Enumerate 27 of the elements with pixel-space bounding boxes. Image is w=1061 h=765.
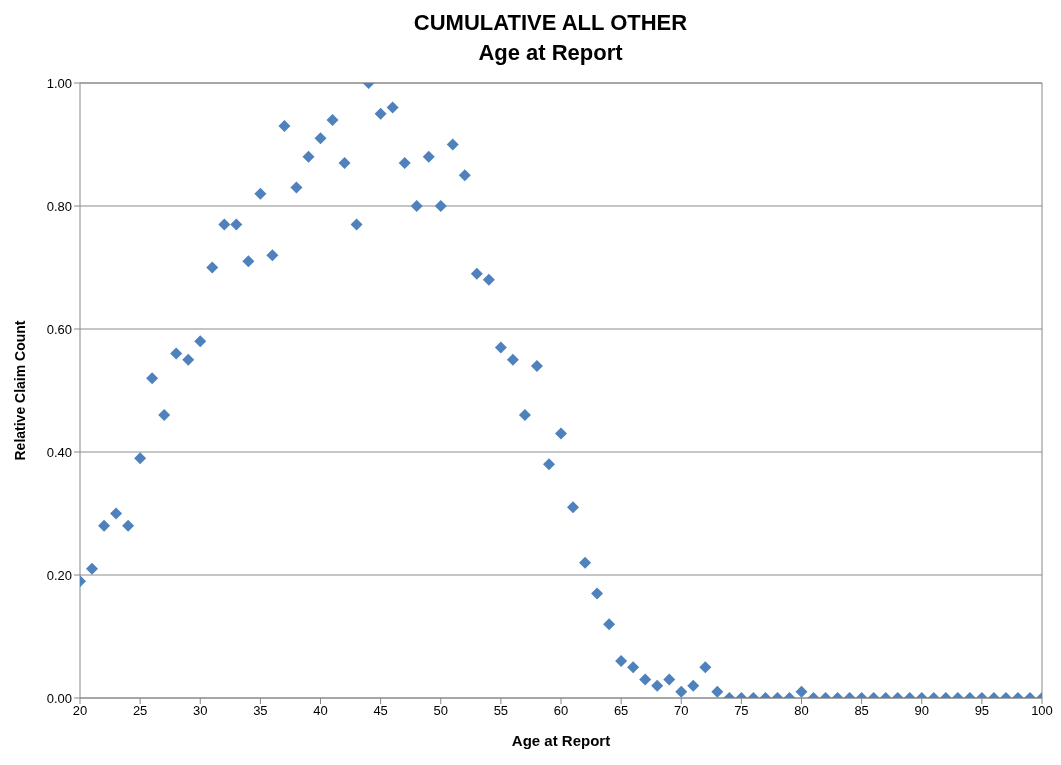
x-tick-label: 50 <box>433 703 448 719</box>
y-tick-label: 0.00 <box>46 690 72 706</box>
y-tick-label: 0.60 <box>46 321 72 337</box>
y-tick-label: 0.40 <box>46 444 72 460</box>
y-tick-label: 0.80 <box>46 198 72 214</box>
x-tick-label: 90 <box>914 703 929 719</box>
x-tick-label: 20 <box>72 703 88 719</box>
x-tick-label: 85 <box>854 703 869 719</box>
chart-title: CUMULATIVE ALL OTHER <box>412 9 689 37</box>
x-tick-label: 55 <box>493 703 509 719</box>
x-tick-label: 95 <box>974 703 990 719</box>
x-tick-label: 80 <box>794 703 809 719</box>
x-tick-label: 45 <box>373 703 388 719</box>
chart-subtitle: Age at Report <box>477 39 624 67</box>
x-tick-label: 65 <box>613 703 629 719</box>
x-tick-label: 60 <box>553 703 569 719</box>
y-tick-label: 1.00 <box>46 75 72 91</box>
x-tick-label: 100 <box>1031 703 1053 719</box>
x-tick-label: 40 <box>313 703 328 719</box>
x-tick-label: 30 <box>193 703 208 719</box>
x-tick-label: 25 <box>132 703 148 719</box>
x-tick-label: 75 <box>734 703 749 719</box>
y-axis-title: Relative Claim Count <box>11 320 28 461</box>
x-axis-title: Age at Report <box>511 732 611 749</box>
x-tick-label: 35 <box>253 703 268 719</box>
x-tick-label: 70 <box>674 703 689 719</box>
y-tick-label: 0.20 <box>46 567 72 583</box>
